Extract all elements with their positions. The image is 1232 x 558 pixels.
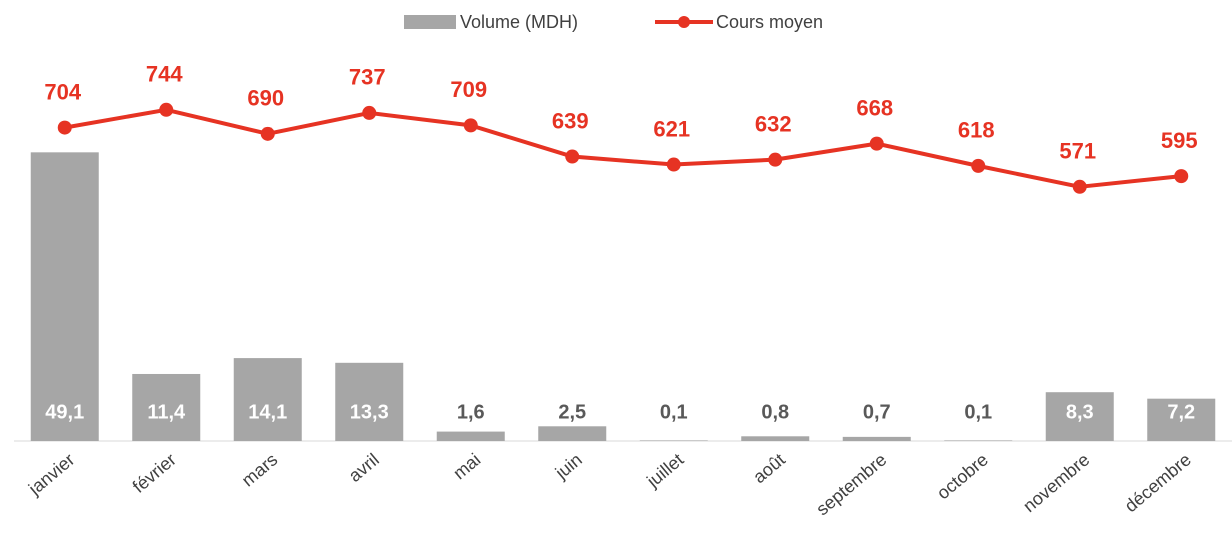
bar bbox=[1147, 398, 1216, 441]
x-tick-label: mai bbox=[449, 449, 484, 483]
bar-value-label: 0,7 bbox=[863, 401, 891, 423]
x-tick-label: juin bbox=[551, 449, 586, 483]
line-value-label: 621 bbox=[653, 116, 690, 141]
line-point bbox=[159, 102, 174, 117]
x-tick-label: février bbox=[129, 449, 180, 496]
line bbox=[64, 107, 1182, 189]
x-tick-label: décembre bbox=[1121, 449, 1195, 516]
x-tick-label: octobre bbox=[933, 449, 992, 503]
bar-value-label: 14,1 bbox=[248, 401, 287, 423]
line-value-label: 744 bbox=[146, 62, 183, 87]
bar-value-label: 49,1 bbox=[45, 401, 84, 423]
line-point bbox=[362, 105, 377, 120]
line-value-label: 737 bbox=[349, 65, 386, 90]
bar bbox=[639, 440, 708, 441]
bar bbox=[233, 358, 302, 441]
line-point bbox=[1174, 169, 1189, 184]
legend-label: Volume (MDH) bbox=[460, 12, 578, 32]
legend-swatch bbox=[404, 15, 456, 29]
line-value-label: 595 bbox=[1161, 128, 1198, 153]
bar bbox=[944, 440, 1013, 441]
bar bbox=[1045, 392, 1114, 441]
line-point bbox=[768, 152, 783, 167]
bar-value-label: 11,4 bbox=[147, 401, 186, 423]
bar-value-label: 2,5 bbox=[558, 401, 586, 423]
x-tick-label: août bbox=[749, 449, 789, 487]
bar bbox=[842, 436, 911, 441]
bar bbox=[436, 431, 505, 441]
bar-value-label: 8,3 bbox=[1066, 401, 1094, 423]
bar-value-label: 0,8 bbox=[761, 401, 789, 423]
x-tick-label: janvier bbox=[24, 449, 78, 499]
line-point bbox=[260, 126, 275, 141]
legend-swatch bbox=[678, 16, 690, 28]
line-point bbox=[565, 149, 580, 164]
line-point bbox=[1072, 179, 1087, 194]
legend-label: Cours moyen bbox=[716, 12, 823, 32]
x-tick-label: mars bbox=[238, 449, 281, 490]
x-tick-label: septembre bbox=[812, 449, 890, 519]
line-point bbox=[666, 157, 681, 172]
line-point bbox=[57, 120, 72, 135]
bar bbox=[741, 436, 810, 441]
x-tick-label: juillet bbox=[642, 449, 687, 491]
bar-value-label: 7,2 bbox=[1167, 401, 1195, 423]
line-point bbox=[463, 118, 478, 133]
bar bbox=[132, 373, 201, 441]
bar bbox=[30, 152, 99, 441]
line-value-label: 668 bbox=[856, 95, 893, 120]
bar-value-label: 13,3 bbox=[350, 401, 389, 423]
bar bbox=[335, 362, 404, 441]
bar-value-label: 1,6 bbox=[457, 401, 485, 423]
x-tick-label: novembre bbox=[1019, 449, 1093, 516]
x-tick-label: avril bbox=[345, 449, 383, 486]
line-point bbox=[971, 158, 986, 173]
line-value-label: 618 bbox=[958, 118, 995, 143]
line-point bbox=[869, 136, 884, 151]
line-value-label: 709 bbox=[450, 77, 487, 102]
bar-value-label: 0,1 bbox=[660, 401, 688, 423]
line-value-label: 632 bbox=[755, 111, 792, 136]
line-value-label: 690 bbox=[247, 86, 284, 111]
line-value-label: 639 bbox=[552, 108, 589, 133]
line-value-label: 571 bbox=[1059, 139, 1096, 164]
line-value-label: 704 bbox=[44, 79, 81, 104]
bar bbox=[538, 426, 607, 441]
bar-value-label: 0,1 bbox=[964, 401, 992, 423]
